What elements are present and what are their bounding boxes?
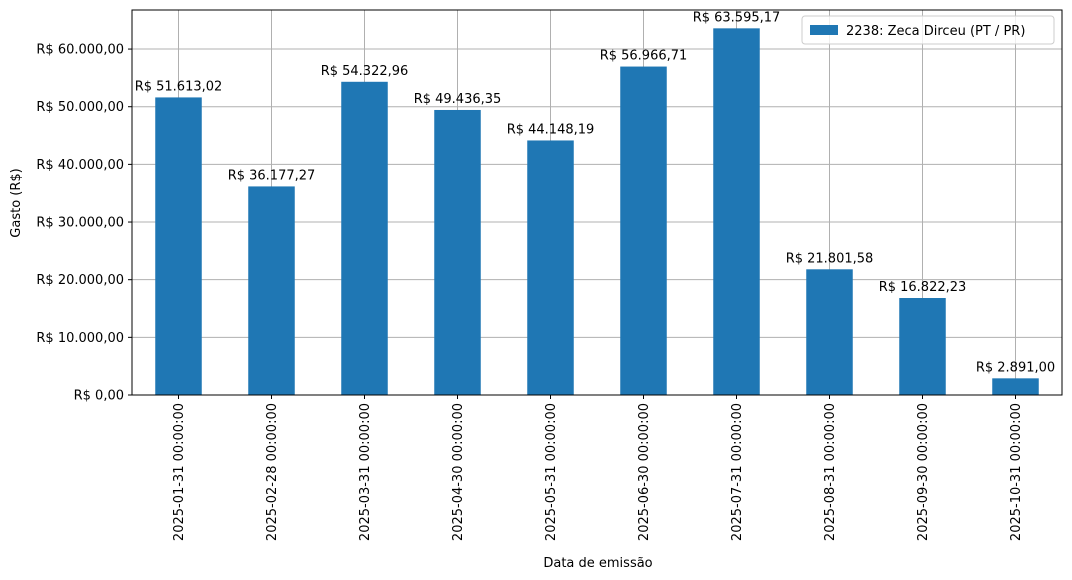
data-label: R$ 44.148,19: [507, 122, 595, 137]
legend-box: [801, 15, 1055, 45]
bar: [155, 97, 202, 395]
x-tick-label: 2025-08-31 00:00:00: [823, 403, 838, 541]
x-tick-label: 2025-05-31 00:00:00: [544, 403, 559, 541]
x-tick-label: 2025-06-30 00:00:00: [637, 403, 652, 541]
y-tick-label: R$ 30.000,00: [36, 216, 124, 231]
legend-label: 2238: Zeca Dirceu (PT / PR): [846, 24, 1025, 39]
legend-swatch: [810, 25, 838, 35]
bar: [992, 378, 1039, 395]
data-label: R$ 63.595,17: [693, 10, 781, 25]
data-label: R$ 21.801,58: [786, 251, 874, 266]
data-label: R$ 54.322,96: [321, 64, 409, 79]
data-label: R$ 56.966,71: [600, 49, 688, 64]
data-label: R$ 49.436,35: [414, 92, 502, 107]
bar: [899, 298, 946, 395]
bar: [713, 28, 760, 395]
bar: [620, 66, 667, 396]
data-label: R$ 16.822,23: [879, 280, 967, 295]
y-axis-label: Gasto (R$): [9, 168, 24, 237]
x-tick-label: 2025-03-31 00:00:00: [358, 403, 373, 541]
x-tick-label: 2025-01-31 00:00:00: [172, 403, 187, 541]
bar: [341, 81, 388, 395]
bar: [806, 269, 853, 395]
x-axis-label: Data de emissão: [543, 556, 652, 571]
y-tick-label: R$ 10.000,00: [36, 331, 124, 346]
x-tick-label: 2025-09-30 00:00:00: [916, 403, 931, 541]
plot-frame: [131, 9, 1063, 396]
y-tick-label: R$ 40.000,00: [36, 158, 124, 173]
data-label: R$ 36.177,27: [228, 168, 316, 183]
y-tick-label: R$ 50.000,00: [36, 100, 124, 115]
y-tick-label: R$ 0,00: [74, 389, 124, 404]
data-label: R$ 51.613,02: [135, 79, 223, 94]
bar: [434, 109, 481, 395]
bar: [527, 140, 574, 395]
x-tick-label: 2025-02-28 00:00:00: [265, 403, 280, 541]
bar: [248, 186, 295, 395]
x-tick-label: 2025-10-31 00:00:00: [1009, 403, 1024, 541]
y-tick-label: R$ 20.000,00: [36, 273, 124, 288]
y-tick-label: R$ 60.000,00: [36, 43, 124, 58]
bars: [155, 28, 1039, 396]
x-tick-label: 2025-07-31 00:00:00: [730, 403, 745, 541]
data-label: R$ 2.891,00: [976, 360, 1055, 375]
x-tick-label: 2025-04-30 00:00:00: [451, 403, 466, 541]
